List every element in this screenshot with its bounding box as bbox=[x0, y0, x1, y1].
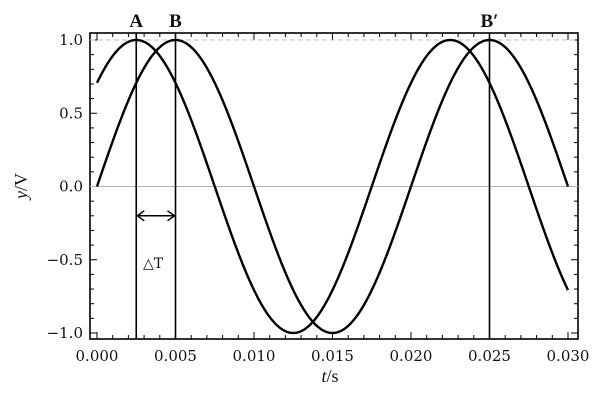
y-tick-label: 0.5 bbox=[59, 104, 83, 122]
marker-labels: A B B′ bbox=[129, 11, 498, 32]
y-tick-label: 0.0 bbox=[59, 178, 83, 196]
marker-label: A bbox=[129, 11, 143, 32]
interval-arrow bbox=[135, 210, 176, 222]
marker-label: B bbox=[169, 11, 182, 32]
interval-arrowhead-left bbox=[135, 210, 145, 222]
x-tick-label: 0.015 bbox=[311, 347, 354, 365]
y-tick-label: −1.0 bbox=[47, 324, 83, 342]
y-axis-label: y/V bbox=[11, 173, 31, 201]
x-axis-label: t/s bbox=[321, 366, 338, 386]
x-tick-label: 0.000 bbox=[76, 347, 119, 365]
y-tick-label: −0.5 bbox=[47, 251, 83, 269]
x-tick-label: 0.010 bbox=[233, 347, 276, 365]
x-tick-label: 0.025 bbox=[468, 347, 511, 365]
x-tick-labels: 0.000 0.005 0.010 0.015 0.020 0.025 0.030 bbox=[76, 347, 590, 365]
marker-label: B′ bbox=[480, 11, 498, 32]
sine-series-line bbox=[95, 38, 570, 335]
interval-arrowhead-right bbox=[167, 210, 176, 222]
x-tick-label: 0.005 bbox=[154, 347, 197, 365]
y-tick-label: 1.0 bbox=[59, 31, 83, 49]
x-tick-label: 0.030 bbox=[547, 347, 590, 365]
x-tick-label: 0.020 bbox=[390, 347, 433, 365]
y-tick-labels: −1.0 −0.5 0.0 0.5 1.0 bbox=[47, 31, 83, 342]
sine-series-line bbox=[95, 38, 570, 335]
series-lines bbox=[95, 38, 570, 335]
interval-label: △T bbox=[143, 256, 164, 272]
